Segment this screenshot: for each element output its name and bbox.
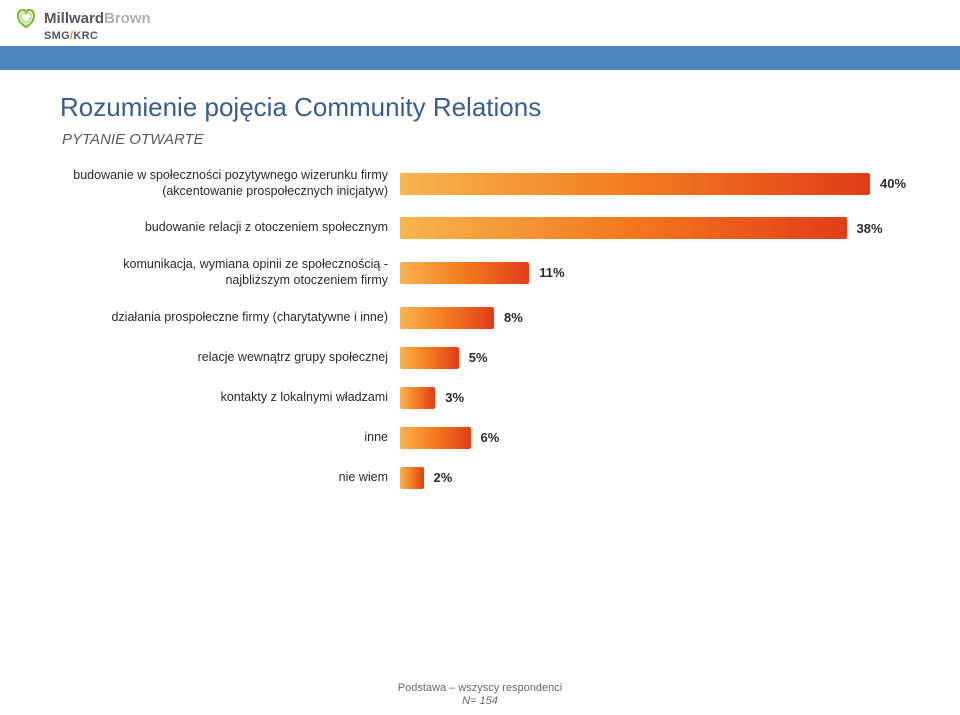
chart-value-label: 11%	[539, 265, 564, 280]
bar-chart: budowanie w społeczności pozytywnego wiz…	[60, 168, 910, 489]
chart-bar-area: 5%	[400, 347, 910, 369]
chart-bar	[400, 262, 529, 284]
chart-bar-area: 3%	[400, 387, 910, 409]
chart-row: budowanie w społeczności pozytywnego wiz…	[60, 168, 910, 199]
footer-line2: N= 154	[462, 695, 498, 707]
chart-bar-area: 2%	[400, 467, 910, 489]
chart-bar	[400, 307, 494, 329]
chart-value-label: 3%	[445, 390, 464, 405]
logo-text: MillwardBrown	[44, 11, 151, 26]
chart-bar	[400, 427, 471, 449]
chart-bar	[400, 347, 459, 369]
chart-row: budowanie relacji z otoczeniem społeczny…	[60, 217, 910, 239]
content-area: Rozumienie pojęcia Community Relations P…	[0, 92, 960, 489]
chart-row: komunikacja, wymiana opinii ze społeczno…	[60, 257, 910, 288]
logo-text-millward: Millward	[44, 10, 104, 27]
chart-bar-area: 40%	[400, 173, 910, 195]
page-subtitle: PYTANIE OTWARTE	[62, 131, 910, 148]
logo-sub-prefix: SMG	[44, 30, 70, 42]
chart-bar-area: 11%	[400, 262, 910, 284]
footer-line1: Podstawa – wszyscy respondenci	[0, 682, 960, 696]
header-accent-bar	[0, 46, 960, 70]
header: MillwardBrown SMG/KRC	[0, 0, 960, 46]
chart-row: nie wiem 2%	[60, 467, 910, 489]
chart-row-label: kontakty z lokalnymi władzami	[60, 390, 400, 406]
chart-bar-area: 38%	[400, 217, 910, 239]
chart-bar	[400, 467, 424, 489]
chart-row-label: budowanie w społeczności pozytywnego wiz…	[60, 168, 400, 199]
chart-value-label: 38%	[857, 221, 883, 236]
logo-text-brown: Brown	[104, 10, 151, 27]
chart-bar-area: 8%	[400, 307, 910, 329]
chart-bar	[400, 217, 847, 239]
chart-row: kontakty z lokalnymi władzami 3%	[60, 387, 910, 409]
footer: Podstawa – wszyscy respondenci N= 154	[0, 682, 960, 710]
chart-row-label: komunikacja, wymiana opinii ze społeczno…	[60, 257, 400, 288]
logo-sub-suffix: KRC	[73, 30, 98, 42]
chart-row-label: relacje wewnątrz grupy społecznej	[60, 350, 400, 366]
chart-bar	[400, 387, 435, 409]
chart-value-label: 5%	[469, 350, 488, 365]
chart-value-label: 6%	[481, 430, 500, 445]
page-title: Rozumienie pojęcia Community Relations	[60, 92, 910, 123]
chart-row: inne 6%	[60, 427, 910, 449]
chart-row-label: budowanie relacji z otoczeniem społeczny…	[60, 220, 400, 236]
chart-value-label: 8%	[504, 310, 523, 325]
chart-value-label: 40%	[880, 176, 906, 191]
chart-row-label: nie wiem	[60, 470, 400, 486]
chart-row: relacje wewnątrz grupy społecznej 5%	[60, 347, 910, 369]
chart-value-label: 2%	[434, 470, 453, 485]
logo-subtext: SMG/KRC	[44, 30, 960, 42]
logo-mark-icon	[14, 6, 38, 30]
chart-bar-area: 6%	[400, 427, 910, 449]
logo: MillwardBrown	[14, 6, 960, 30]
chart-row: działania prospołeczne firmy (charytatyw…	[60, 307, 910, 329]
chart-row-label: inne	[60, 430, 400, 446]
chart-bar	[400, 173, 870, 195]
chart-row-label: działania prospołeczne firmy (charytatyw…	[60, 310, 400, 326]
